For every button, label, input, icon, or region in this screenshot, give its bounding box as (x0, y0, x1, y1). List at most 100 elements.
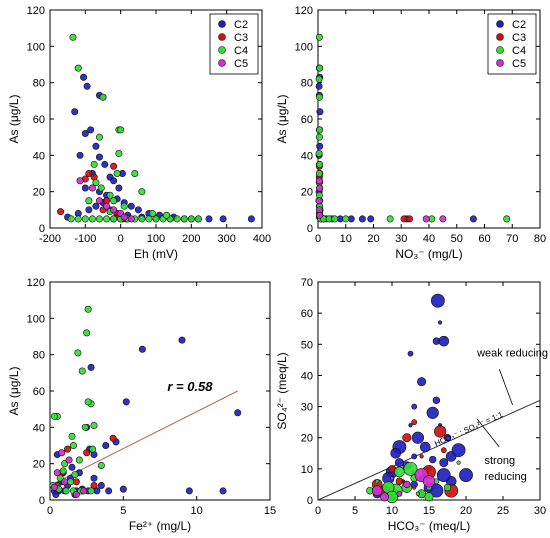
chart3-point-c2 (219, 487, 227, 495)
chart4-point-c2 (411, 431, 425, 444)
chart3-point-c2 (102, 441, 110, 449)
chart1-point-c2 (83, 82, 91, 90)
chart4-y-tick-label: 40 (301, 370, 313, 382)
chart3-point-c4 (68, 432, 76, 440)
chart1-x-tick-label: -100 (74, 233, 96, 245)
chart1-point-c4 (187, 215, 195, 223)
chart3-point-c2 (234, 409, 242, 417)
chart4-point-c3 (412, 485, 417, 490)
chart2-y-tick-label: 120 (295, 5, 313, 17)
chart3-point-c5 (65, 456, 73, 464)
chart4-point-c4 (415, 491, 421, 496)
chart2-point-c2 (469, 215, 477, 223)
chart1-point-c4 (120, 202, 128, 210)
chart3-point-c4 (84, 305, 92, 313)
chart4-point-c3 (434, 425, 447, 438)
chart2-x-tick-label: 20 (367, 233, 379, 245)
chart2-point-c5 (316, 184, 324, 192)
chart2-point-c5 (315, 197, 323, 205)
chart1-point-c4 (95, 215, 103, 223)
chart4-point-c4 (424, 492, 434, 502)
chart4-point-c2 (390, 447, 402, 459)
chart2-point-c4 (315, 133, 323, 141)
chart4-point-c5 (422, 475, 436, 488)
chart1-point-c4 (138, 215, 146, 223)
chart2-x-tick-label: 30 (395, 233, 407, 245)
chart2-legend-label-c3: C3 (512, 32, 526, 44)
chart2-legend-label-c4: C4 (512, 45, 526, 57)
chart1-point-c2 (85, 206, 93, 214)
chart3-point-c4 (78, 367, 86, 375)
chart3-point-c2 (122, 398, 130, 406)
chart4-region-reducing: reducing (485, 471, 527, 483)
chart4-point-c5 (403, 480, 411, 489)
chart3-point-c2 (105, 487, 113, 495)
chart1-point-c4 (113, 170, 121, 178)
chart3-point-c5 (58, 449, 66, 457)
chart4-point-c2 (426, 406, 439, 419)
chart1-point-c5 (120, 213, 128, 221)
chart4-y-tick-label: 30 (301, 402, 313, 414)
chart2-legend-label-c2: C2 (512, 19, 526, 31)
chart4-point-c5 (396, 490, 403, 497)
chart2-point-c5 (439, 215, 447, 223)
chart4-region-strong: strong (485, 455, 516, 467)
chart1-x-axis-label: Eh (mV) (134, 247, 178, 261)
chart3-y-tick-label: 20 (33, 459, 45, 471)
chart1-point-c3 (57, 208, 65, 216)
chart1-point-c2 (80, 73, 88, 81)
chart2-point-c2 (367, 215, 375, 223)
chart1-point-c4 (131, 170, 139, 178)
chart1-point-c4 (90, 160, 98, 168)
chart3-y-tick-label: 40 (33, 422, 45, 434)
chart2-point-c4 (315, 75, 323, 83)
chart1-y-tick-label: 40 (33, 150, 45, 162)
chart3-point-c4 (69, 441, 77, 449)
chart1-point-c4 (138, 188, 146, 196)
chart1-legend-box (209, 13, 259, 75)
chart3-point-c5 (53, 469, 61, 477)
chart1-point-c5 (127, 215, 135, 223)
chart3-point-c5 (80, 487, 88, 495)
chart1-point-c2 (95, 153, 103, 161)
chart3-point-c4 (89, 445, 97, 453)
chart3-point-c4 (74, 349, 82, 357)
chart4-point-c2 (408, 423, 413, 428)
chart2-point-c2 (316, 142, 324, 150)
chart1-point-c2 (81, 130, 89, 138)
chart4-x-tick-label: 20 (460, 505, 472, 517)
chart2-x-tick-label: 80 (534, 233, 546, 245)
chart4-point-c2 (419, 441, 431, 453)
chart4-y-tick-label: 10 (301, 464, 313, 476)
chart2-point-c4 (315, 170, 323, 178)
chart3-correlation-annotation: r = 0.58 (167, 379, 213, 394)
chart1-point-c4 (67, 215, 75, 223)
chart1-legend-label-c4: C4 (234, 45, 248, 57)
chart2-y-tick-label: 0 (307, 223, 313, 235)
chart3-x-tick-label: 0 (47, 505, 53, 517)
chart2-y-axis-label: As (μg/L) (275, 95, 289, 144)
chart2-x-tick-label: 40 (423, 233, 435, 245)
chart3-y-tick-label: 100 (27, 313, 45, 325)
chart1-x-tick-label: 400 (253, 233, 271, 245)
chart4-arrow-down (476, 418, 500, 448)
chart3-trendline (49, 390, 238, 486)
chart4-point-c5 (389, 476, 395, 481)
chart2-point-c4 (315, 93, 323, 101)
chart4-point-c2 (394, 458, 404, 468)
chart3-point-c2 (178, 336, 186, 344)
chart4-region-weak-reducing: weak reducing (476, 348, 548, 360)
chart1-point-c4 (69, 33, 77, 41)
chart1-point-c2 (76, 151, 84, 159)
chart1-point-c4 (97, 184, 105, 192)
chart4-x-tick-label: 25 (497, 505, 509, 517)
chart2-legend-marker-c5 (496, 59, 504, 67)
chart1-point-c4 (173, 215, 181, 223)
chart1-point-c2 (71, 108, 79, 116)
chart3-point-c2 (90, 474, 98, 482)
chart2-point-c4 (503, 215, 511, 223)
chart3-x-axis-label: Fe²⁺ (mg/L) (129, 519, 191, 533)
chart1-point-c4 (88, 215, 96, 223)
chart1-point-c4 (85, 197, 93, 205)
chart1-point-c2 (81, 184, 89, 192)
